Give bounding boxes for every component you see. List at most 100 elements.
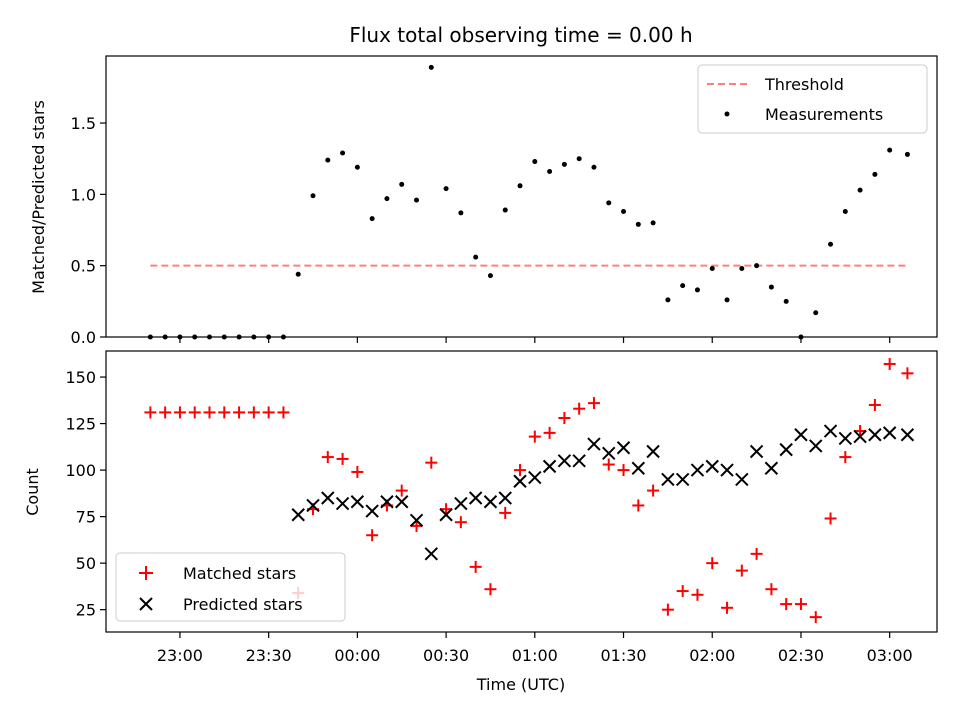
predicted-marker-b [468, 491, 483, 505]
measurement-point [414, 197, 420, 203]
measurement-point [857, 187, 863, 193]
count-y-axis-label: Count [23, 468, 42, 516]
x-tick-label: 00:30 [423, 646, 469, 665]
predicted-marker-b [454, 496, 468, 511]
predicted-star-point [720, 463, 734, 477]
predicted-star-point [587, 437, 601, 451]
matched-star-point [277, 406, 290, 419]
x-axis-label: Time (UTC) [476, 675, 565, 694]
matched-star-point [794, 598, 807, 611]
measurement-point [532, 159, 538, 165]
matched-star-point [661, 603, 674, 616]
predicted-marker-b [498, 491, 512, 505]
matched-star-point [587, 397, 600, 410]
measurement-point [369, 216, 375, 222]
measurement-point [340, 150, 346, 156]
predicted-star-point [794, 428, 808, 442]
matched-star-point [159, 406, 172, 419]
predicted-star-point [528, 470, 542, 485]
x-tick-label: 02:00 [689, 646, 735, 665]
matched-star-point [573, 402, 586, 415]
ratio-legend-box [697, 64, 928, 134]
predicted-marker-b [809, 439, 823, 453]
matched-star-point [780, 598, 793, 611]
measurement-point [473, 254, 479, 260]
x-tick-label: 00:00 [334, 646, 380, 665]
predicted-star-point [365, 504, 379, 518]
matched-star-point [262, 406, 275, 419]
matched-star-point [883, 358, 896, 371]
matched-star-point [691, 588, 704, 601]
count-y-tick-label: 100 [65, 461, 96, 480]
predicted-star-point [675, 472, 690, 487]
predicted-star-point [454, 496, 468, 511]
predicted-star-point [321, 491, 335, 505]
matched-star-point [839, 451, 852, 464]
predicted-star-point [439, 508, 453, 522]
predicted-marker-b [900, 428, 915, 442]
matched-star-point [721, 601, 734, 614]
measurement-point [310, 193, 316, 199]
matched-star-point [528, 430, 541, 443]
measurement-point [591, 164, 597, 170]
predicted-marker-b [690, 463, 705, 477]
measurement-point [709, 266, 715, 272]
predicted-marker-b [291, 508, 305, 522]
matched-star-point [173, 406, 186, 419]
x-tick-label: 02:30 [778, 646, 824, 665]
predicted-marker-b [631, 461, 646, 475]
predicted-star-point [306, 498, 320, 513]
predicted-marker-b [853, 429, 867, 444]
x-tick-label: 03:00 [867, 646, 913, 665]
predicted-star-point [409, 513, 424, 528]
matched-star-point [203, 406, 216, 419]
predicted-marker-b [823, 424, 838, 438]
count-y-ticks: 25 50 75 100 125 150 [65, 368, 106, 620]
predicted-star-point [424, 547, 439, 561]
ratio-y-axis-label: Matched/Predicted stars [29, 100, 48, 294]
predicted-marker-b [321, 491, 335, 505]
matched-star-point [144, 406, 157, 419]
predicted-star-point [868, 428, 882, 442]
predicted-marker-b [335, 496, 350, 511]
predicted-star-point [557, 454, 572, 468]
predicted-marker-b [764, 461, 779, 475]
predicted-star-point [395, 495, 409, 509]
predicted-star-point [291, 508, 305, 522]
measurement-point [354, 164, 360, 170]
predicted-star-point [809, 439, 823, 453]
predicted-marker-b [779, 442, 793, 457]
predicted-star-point [602, 446, 616, 461]
legend-measurements-marker [724, 111, 730, 117]
measurement-point [443, 186, 449, 192]
x-tick-label: 23:00 [157, 646, 203, 665]
predicted-marker-b [794, 428, 808, 442]
predicted-star-point [690, 463, 705, 477]
measurement-point [458, 210, 464, 216]
predicted-star-point [661, 472, 675, 487]
count-y-tick-label: 75 [76, 508, 96, 527]
matched-star-point [765, 583, 778, 596]
measurement-point [680, 283, 686, 289]
measurement-point [384, 196, 390, 202]
predicted-marker-b [587, 437, 601, 451]
matched-star-point [484, 583, 497, 596]
predicted-star-point [631, 461, 646, 475]
predicted-star-point [882, 426, 897, 440]
predicted-star-point [779, 442, 793, 457]
measurement-point [724, 297, 730, 303]
legend-matched-label: Matched stars [183, 564, 296, 583]
predicted-star-point [350, 495, 365, 509]
ratio-y-tick-label: 1.5 [71, 114, 96, 133]
measurement-point [828, 241, 834, 247]
predicted-star-point [572, 454, 586, 468]
predicted-star-point [380, 495, 394, 509]
predicted-marker-b [542, 459, 557, 474]
x-tick-label: 23:30 [246, 646, 292, 665]
measurement-point [576, 156, 582, 162]
measurement-point [502, 207, 508, 213]
predicted-star-point [735, 472, 749, 487]
predicted-star-point [646, 444, 660, 459]
ratio-x-ticks [179, 337, 891, 343]
predicted-star-point [838, 431, 853, 446]
